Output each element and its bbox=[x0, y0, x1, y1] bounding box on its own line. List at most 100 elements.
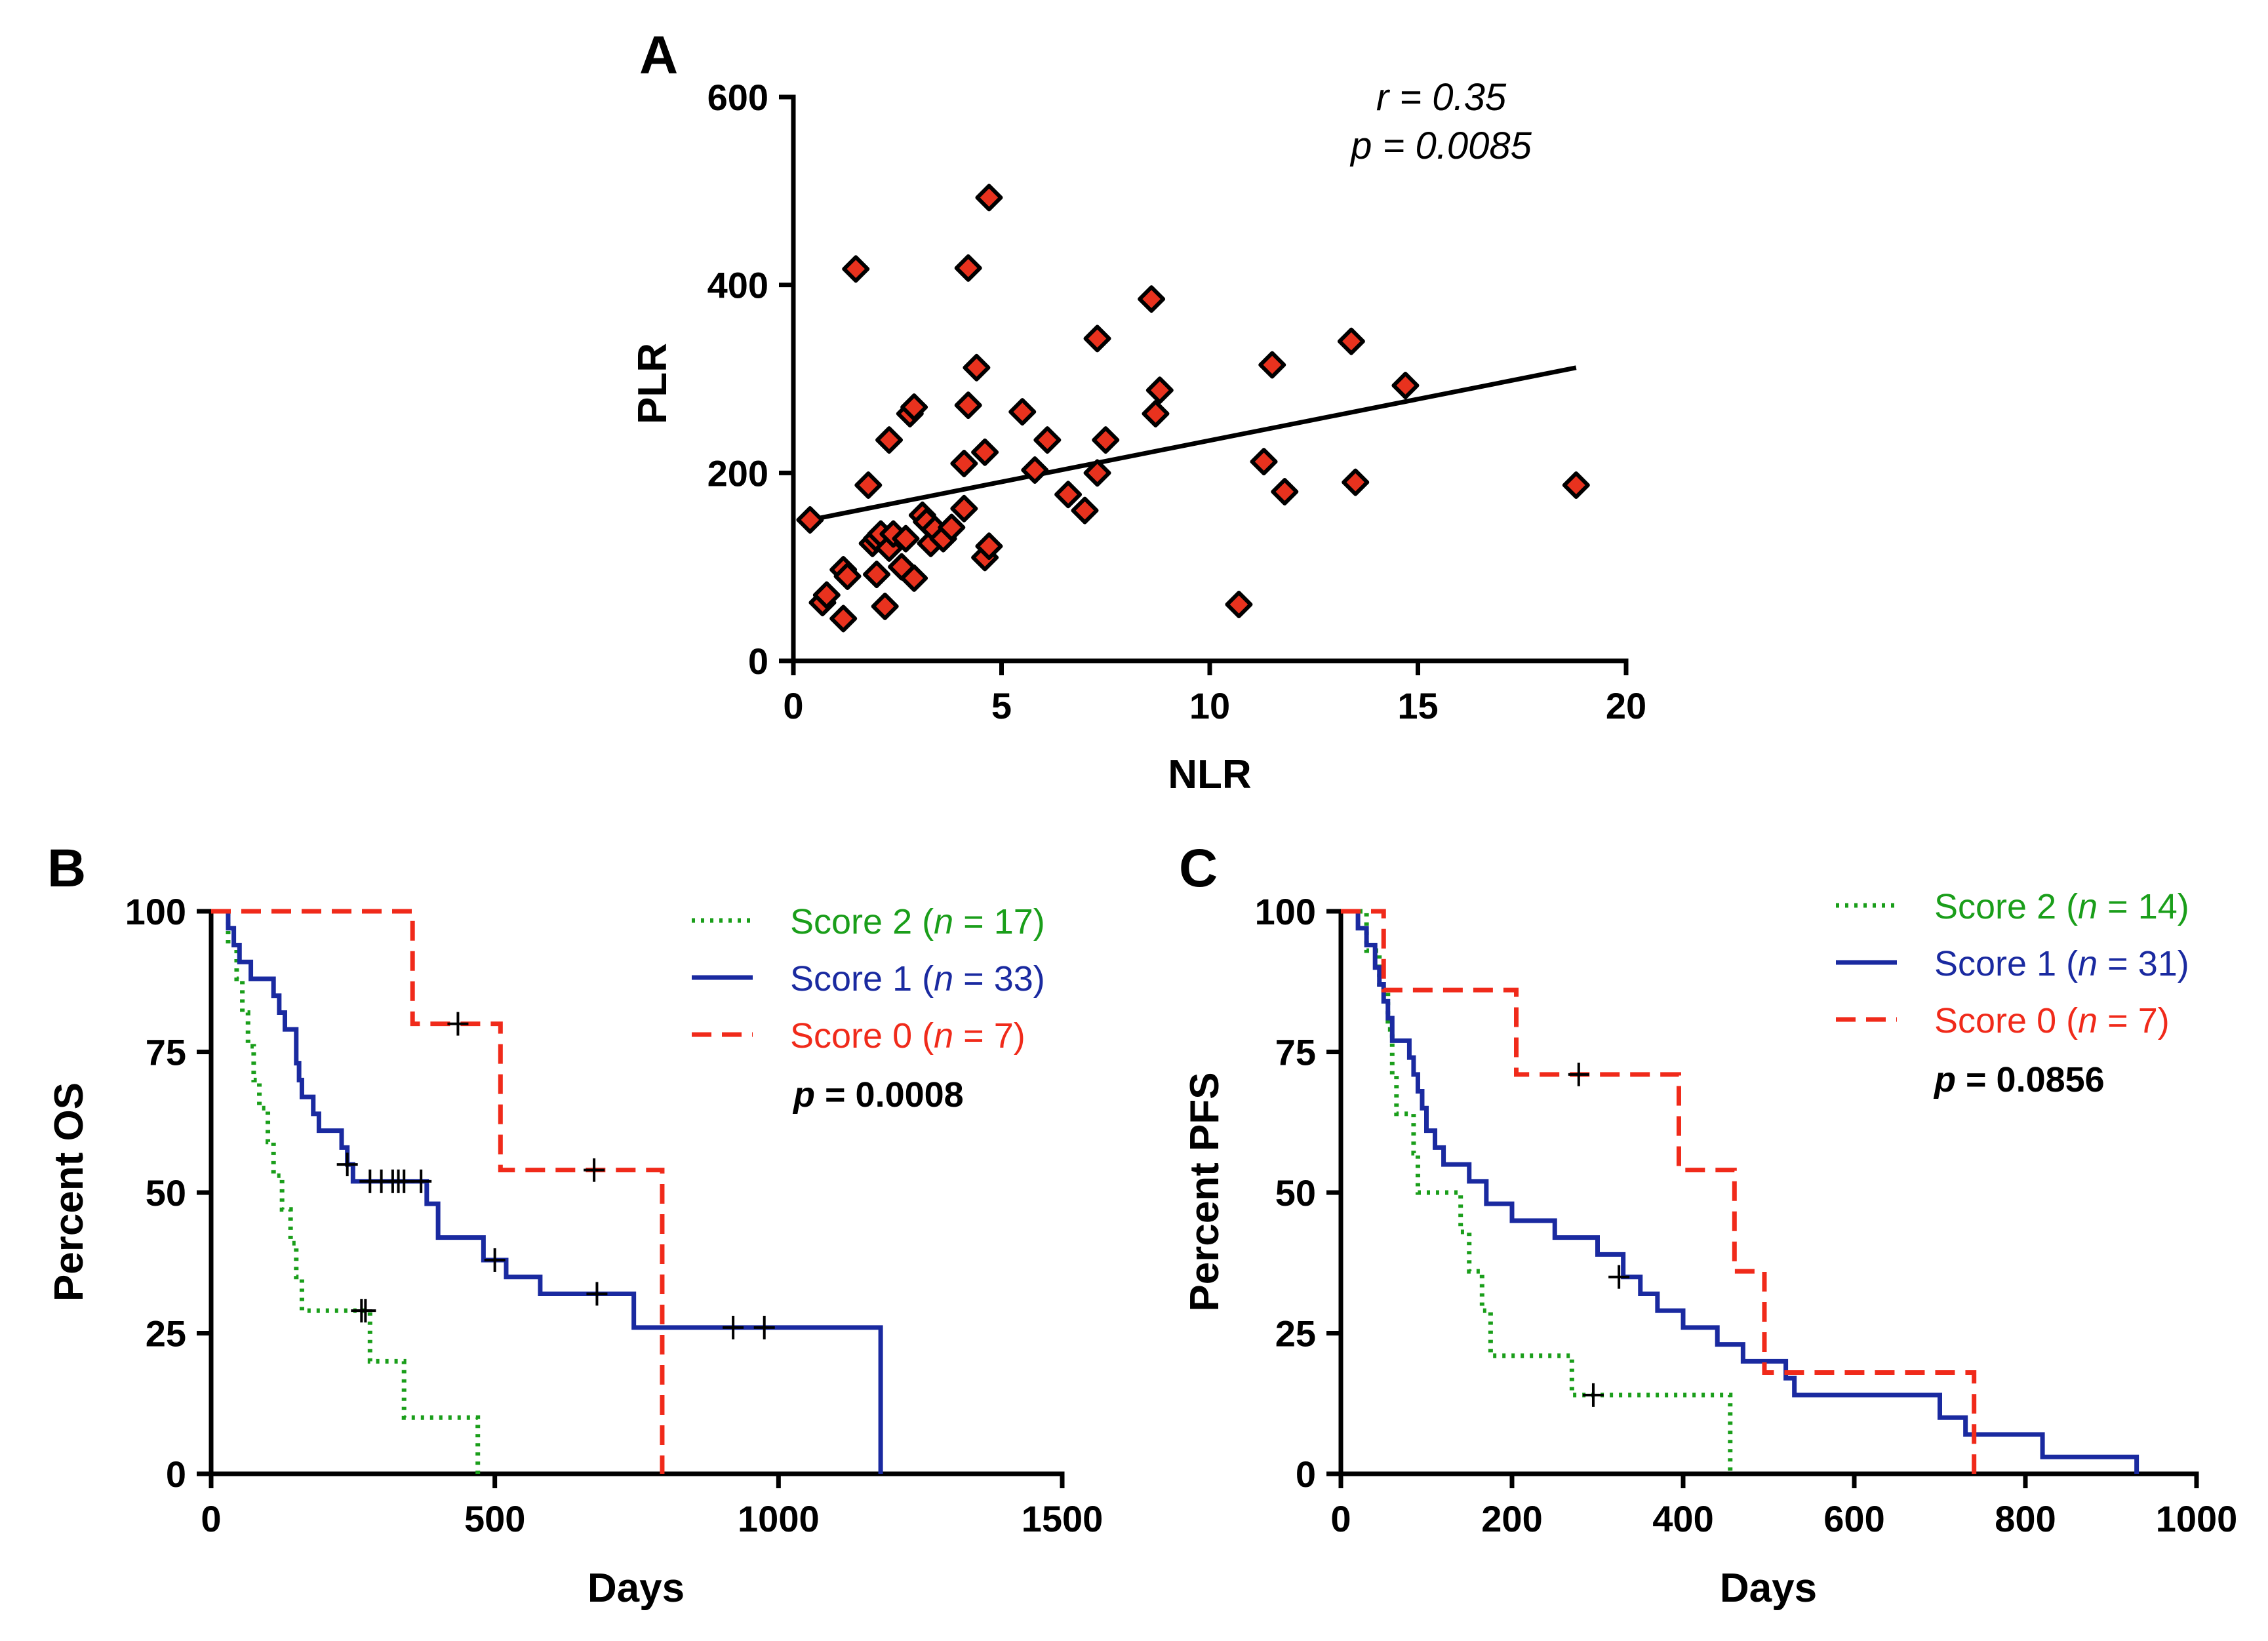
scatter-point bbox=[1225, 591, 1253, 618]
km-curve-score-1 bbox=[1341, 909, 2139, 1474]
y-tick-label: 600 bbox=[707, 77, 768, 118]
scatter-point bbox=[796, 506, 824, 534]
scatter-point bbox=[900, 564, 928, 592]
panel-c-y-ticks: 0 25 50 75 100 bbox=[1255, 891, 1341, 1495]
y-tick-label: 400 bbox=[707, 265, 768, 306]
scatter-point bbox=[975, 184, 1003, 212]
censor-mark bbox=[447, 1012, 469, 1036]
censor-mark bbox=[584, 1158, 605, 1182]
scatter-point bbox=[954, 391, 982, 420]
censor-mark bbox=[1608, 1265, 1630, 1289]
y-tick-label: 50 bbox=[1275, 1172, 1316, 1214]
panel-c-label: C bbox=[1179, 839, 1218, 898]
panel-c-legend: Score 2 (n = 14) Score 1 (n = 31) Score … bbox=[1836, 887, 2189, 1099]
scatter-point bbox=[875, 426, 904, 454]
x-tick-label: 800 bbox=[1995, 1498, 2056, 1539]
censor-mark bbox=[336, 1153, 358, 1177]
scatter-point bbox=[1342, 468, 1370, 496]
panel-c-x-label: Days bbox=[1720, 1566, 1817, 1611]
km-curve-score-0 bbox=[1341, 909, 1977, 1474]
x-tick-label: 10 bbox=[1189, 685, 1230, 726]
panel-c-curves bbox=[1341, 909, 2139, 1474]
y-tick-label: 25 bbox=[1275, 1313, 1316, 1354]
x-tick-label: 1000 bbox=[2156, 1498, 2238, 1539]
censor-mark bbox=[586, 1282, 608, 1306]
y-tick-label: 0 bbox=[1296, 1453, 1316, 1495]
regression-line bbox=[809, 365, 1577, 523]
legend-label-score-1: Score 1 (n = 33) bbox=[790, 959, 1045, 998]
panel-b-y-ticks: 0 25 50 75 100 bbox=[125, 891, 211, 1495]
y-tick-label: 50 bbox=[146, 1172, 186, 1214]
legend-label-score-0: Score 0 (n = 7) bbox=[1934, 1001, 2170, 1040]
y-tick-label: 0 bbox=[166, 1453, 186, 1495]
legend-item-score-2: Score 2 (n = 17) bbox=[692, 902, 1045, 941]
panel-a-scatter: A 0 200 400 600 0 5 10 15 20 r = 0.35 p = 0.008… bbox=[630, 26, 1646, 797]
scatter-point bbox=[871, 592, 899, 620]
censor-mark bbox=[1568, 1062, 1589, 1086]
km-curve-score-1 bbox=[211, 909, 883, 1474]
x-tick-label: 600 bbox=[1823, 1498, 1884, 1539]
scatter-point bbox=[1337, 327, 1365, 355]
x-tick-label: 400 bbox=[1652, 1498, 1713, 1539]
scatter-point bbox=[833, 563, 862, 590]
panel-c-p-value: p = 0.0856 bbox=[1933, 1060, 2105, 1099]
panel-a-p-annotation: p = 0.0085 bbox=[1349, 125, 1532, 167]
panel-a-y-ticks: 0 200 400 600 bbox=[707, 77, 793, 682]
y-tick-label: 100 bbox=[125, 891, 186, 932]
x-tick-label: 0 bbox=[201, 1498, 221, 1539]
scatter-point bbox=[1083, 459, 1111, 487]
censor-mark bbox=[355, 1299, 376, 1323]
censor-mark bbox=[753, 1315, 775, 1339]
y-tick-label: 0 bbox=[748, 641, 768, 682]
scatter-point bbox=[963, 353, 991, 382]
censor-mark bbox=[1582, 1383, 1604, 1407]
panel-b-x-ticks: 0 500 1000 1500 bbox=[201, 1474, 1103, 1539]
x-tick-label: 0 bbox=[1330, 1498, 1351, 1539]
scatter-point bbox=[1083, 325, 1111, 353]
panel-b-legend: Score 2 (n = 17) Score 1 (n = 33) Score … bbox=[692, 902, 1045, 1115]
legend-label-score-1: Score 1 (n = 31) bbox=[1934, 944, 2189, 983]
panel-c-km-pfs: C 0 25 50 75 100 0 200 400 600 800 1000 Score 2 (… bbox=[1179, 839, 2237, 1611]
legend-item-score-2: Score 2 (n = 14) bbox=[1836, 887, 2189, 926]
panel-a-r-annotation: r = 0.35 bbox=[1376, 76, 1507, 119]
scatter-point bbox=[954, 254, 982, 282]
scatter-point bbox=[971, 438, 999, 466]
x-tick-label: 15 bbox=[1397, 685, 1438, 726]
y-tick-label: 100 bbox=[1255, 891, 1316, 932]
panel-c-axes bbox=[1338, 909, 2199, 1476]
scatter-point bbox=[1142, 400, 1170, 428]
legend-label-score-0: Score 0 (n = 7) bbox=[790, 1016, 1025, 1056]
censor-mark bbox=[410, 1169, 432, 1193]
x-tick-label: 500 bbox=[464, 1498, 525, 1539]
panel-b-p-value: p = 0.0008 bbox=[792, 1075, 964, 1115]
panel-a-fit-line bbox=[809, 365, 1577, 523]
panel-a-x-label: NLR bbox=[1168, 752, 1251, 797]
scatter-point bbox=[812, 581, 841, 609]
y-tick-label: 75 bbox=[146, 1032, 186, 1073]
y-tick-label: 25 bbox=[146, 1313, 186, 1354]
scatter-point bbox=[1258, 351, 1286, 379]
panel-c-y-label: Percent PFS bbox=[1182, 1072, 1227, 1311]
panel-b-km-os: B 0 25 50 75 100 0 500 1000 1500 Score 2 (n = 1… bbox=[47, 839, 1103, 1611]
scatter-point bbox=[1138, 285, 1166, 313]
scatter-point bbox=[938, 513, 966, 542]
panel-a-x-ticks: 0 5 10 15 20 bbox=[783, 661, 1646, 726]
legend-item-score-0: Score 0 (n = 7) bbox=[692, 1016, 1025, 1056]
scatter-point bbox=[1271, 478, 1299, 505]
x-tick-label: 20 bbox=[1606, 685, 1646, 726]
panel-a-y-label: PLR bbox=[630, 343, 675, 424]
panel-b-y-label: Percent OS bbox=[47, 1082, 92, 1301]
scatter-point bbox=[829, 604, 858, 633]
scatter-point bbox=[892, 524, 920, 553]
scatter-point bbox=[975, 532, 1003, 561]
scatter-point bbox=[950, 494, 978, 523]
scatter-point bbox=[854, 471, 883, 499]
censor-mark bbox=[723, 1315, 744, 1339]
panel-b-label: B bbox=[47, 839, 86, 898]
x-tick-label: 0 bbox=[783, 685, 803, 726]
scatter-point bbox=[1562, 471, 1590, 499]
legend-item-score-1: Score 1 (n = 31) bbox=[1836, 944, 2189, 983]
panel-a-points bbox=[796, 184, 1590, 633]
x-tick-label: 200 bbox=[1481, 1498, 1542, 1539]
